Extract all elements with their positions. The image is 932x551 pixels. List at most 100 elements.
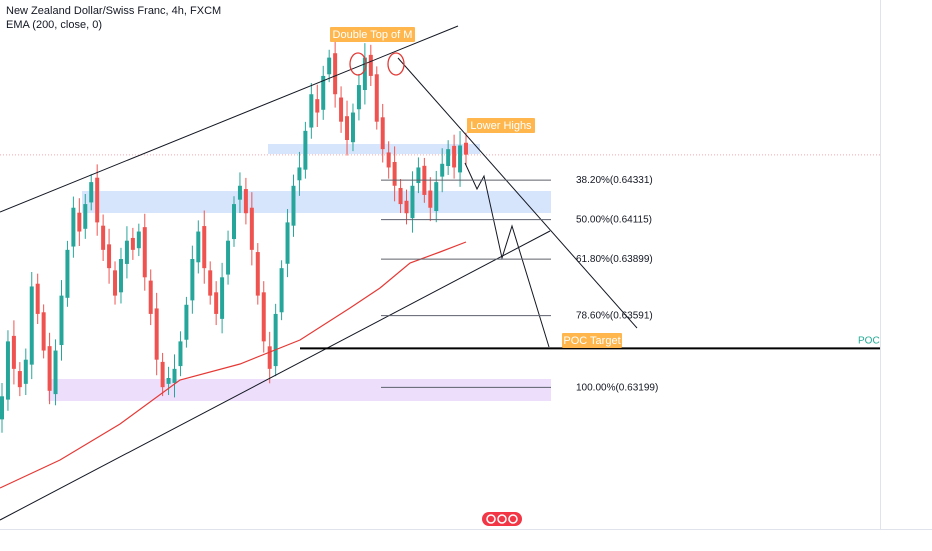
candle-body — [446, 149, 451, 166]
candle-body — [35, 283, 40, 314]
candle-body — [77, 212, 82, 232]
candle-body — [404, 200, 409, 214]
candle-body — [41, 312, 46, 351]
chart-title: New Zealand Dollar/Swiss Franc, 4h, FXCM — [6, 5, 222, 17]
candle-body — [452, 145, 457, 168]
candle-body — [172, 368, 177, 383]
candle-body — [434, 182, 439, 212]
candle-body — [107, 244, 112, 269]
candle-body — [297, 167, 302, 181]
poc-label: POC — [858, 335, 880, 346]
tradingview-flag-icon[interactable] — [482, 512, 522, 526]
candle-body — [65, 249, 70, 298]
candle-body — [291, 185, 296, 226]
fib-level-label: 61.80%(0.63899) — [576, 254, 653, 265]
candle-body — [208, 270, 213, 296]
candle-body — [136, 231, 141, 249]
candle-body — [160, 361, 165, 388]
candle-body — [154, 308, 159, 360]
candle-body — [101, 225, 106, 250]
ema-200-line — [0, 241, 467, 489]
candle-body — [440, 163, 445, 177]
candle-body — [327, 57, 332, 75]
double-top-circle-right — [387, 52, 405, 76]
candle-body — [464, 142, 468, 155]
candle-body — [71, 207, 76, 247]
candle-body — [113, 270, 118, 296]
projected-path — [464, 162, 550, 348]
candle-body — [202, 226, 207, 269]
candle-body — [368, 54, 373, 76]
candle-body — [220, 277, 225, 319]
candle-body — [345, 116, 350, 140]
candle-body — [130, 237, 135, 250]
candle-body — [398, 187, 403, 205]
candle-body — [285, 222, 290, 264]
candle-body — [95, 177, 100, 223]
candle-body — [249, 207, 254, 250]
double-top-circle-left — [349, 52, 367, 76]
double-top-label: Double Top of M — [333, 29, 413, 41]
candle-body — [11, 335, 16, 369]
candle-body — [279, 268, 284, 313]
double-top-label-bg — [330, 27, 415, 42]
resistance-zone — [268, 144, 480, 154]
candle-body — [47, 346, 52, 391]
price-scale[interactable] — [880, 0, 932, 529]
fib-level-label: 78.60%(0.63591) — [576, 311, 653, 322]
candle-body — [350, 112, 355, 143]
channel-lower-line — [0, 230, 551, 521]
candle-body — [309, 94, 314, 128]
candle-body — [321, 75, 326, 110]
candle-body — [416, 167, 421, 184]
poc-target-label-bg — [562, 333, 622, 348]
candle-body — [303, 130, 308, 170]
support-zone — [82, 191, 551, 213]
candle-body — [23, 359, 28, 384]
indicator-label: EMA (200, close, 0) — [6, 19, 102, 31]
candle-body — [124, 240, 129, 264]
candle-body — [184, 304, 189, 340]
candle-body — [148, 280, 153, 314]
candle-body — [118, 259, 123, 293]
candle-body — [196, 231, 201, 263]
candle-body — [392, 161, 397, 186]
candle-body — [237, 185, 242, 200]
candle-body — [255, 252, 260, 296]
candle-body — [356, 85, 361, 110]
fib-level-label: 100.00%(0.63199) — [576, 382, 658, 393]
candle-body — [315, 99, 320, 113]
candle-body — [142, 227, 147, 278]
candle-body — [273, 313, 278, 367]
candle-body — [410, 185, 415, 219]
lower-highs-label-bg — [467, 118, 535, 133]
descending-trendline — [397, 57, 638, 329]
candle-body — [166, 378, 171, 384]
candle-body — [5, 341, 10, 400]
candle-body — [214, 292, 219, 314]
candle-body — [386, 152, 391, 168]
candle-body — [83, 204, 88, 229]
candle-body — [89, 182, 94, 203]
lower-highs-label: Lower Highs — [470, 120, 532, 132]
candle-body — [226, 240, 231, 275]
candle-body — [178, 341, 183, 367]
chart-header: New Zealand Dollar/Swiss Franc, 4h, FXCM… — [6, 4, 221, 32]
candle-body — [17, 371, 22, 388]
fib-level-label: 38.20%(0.64331) — [576, 175, 653, 186]
time-scale[interactable] — [0, 529, 932, 551]
candle-body — [29, 286, 34, 365]
candle-body — [0, 396, 4, 420]
candle-body — [362, 57, 367, 91]
candle-body — [261, 292, 266, 342]
candle-body — [190, 259, 195, 301]
candle-body — [232, 204, 236, 240]
candle-body — [374, 74, 379, 122]
poc-target-label: POC Target — [563, 335, 620, 347]
candle-body — [333, 53, 338, 95]
candle-body — [59, 295, 64, 346]
demand-zone — [48, 379, 551, 401]
candle-body — [339, 97, 344, 122]
